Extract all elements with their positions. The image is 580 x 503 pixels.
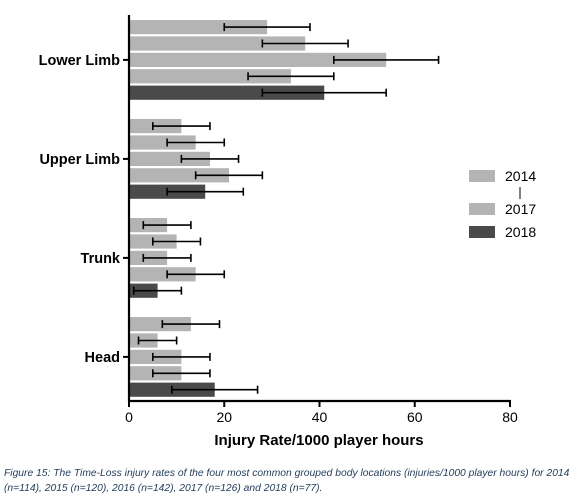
bar-upper-limb-4 — [129, 168, 230, 183]
bar-lower-limb-2 — [129, 36, 306, 51]
bar-lower-limb-4 — [129, 69, 291, 84]
bar-head-1 — [129, 317, 191, 332]
y-tick-label: Trunk — [81, 251, 121, 267]
y-tick-label: Upper Limb — [39, 152, 120, 168]
chart-marks — [129, 20, 440, 397]
bar-upper-limb-3 — [129, 151, 210, 166]
legend-label: 2014 — [505, 168, 536, 184]
y-tick-label: Head — [85, 350, 120, 366]
bar-lower-limb-5 — [129, 85, 325, 100]
legend-swatch — [469, 203, 495, 215]
x-tick-label: 0 — [125, 409, 133, 425]
injury-rate-chart: Lower Limb Upper Limb Trunk Head 0 20 40 60 80 2… — [39, 15, 536, 449]
figure-caption: Figure 15: The Time-Loss injury rates of… — [4, 468, 570, 494]
legend-label: 2018 — [505, 224, 536, 240]
legend-swatch — [469, 170, 495, 182]
legend-label: 2017 — [505, 201, 536, 217]
chart-legend: 2014 2017 2018 — [469, 168, 536, 240]
legend-swatch — [469, 226, 495, 238]
y-tick-label: Lower Limb — [39, 53, 121, 69]
x-tick-label: 60 — [407, 409, 423, 425]
x-tick-label: 20 — [216, 409, 232, 425]
bar-trunk-4 — [129, 267, 196, 282]
bar-lower-limb-3 — [129, 52, 387, 67]
x-tick-label: 40 — [312, 409, 328, 425]
bar-lower-limb-1 — [129, 20, 268, 35]
chart-axes: Lower Limb Upper Limb Trunk Head 0 20 40 60 80 — [39, 15, 518, 425]
bar-upper-limb-2 — [129, 135, 196, 150]
x-tick-label: 80 — [502, 409, 518, 425]
x-axis-title: Injury Rate/1000 player hours — [214, 432, 423, 449]
